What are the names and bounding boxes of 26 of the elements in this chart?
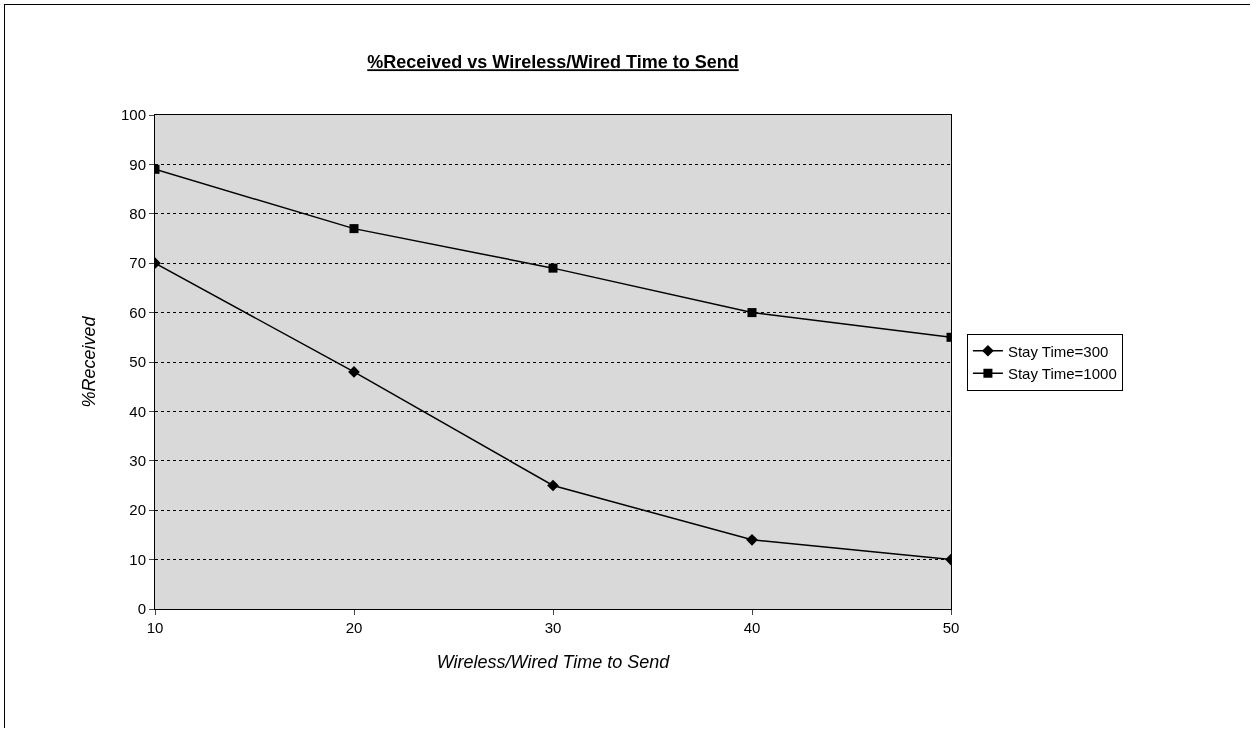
- y-tick-label: 10: [129, 550, 146, 568]
- y-tick-label: 60: [129, 303, 146, 321]
- y-axis-title: %Received: [79, 315, 100, 408]
- x-tick-label: 30: [544, 619, 562, 636]
- x-tick-label: 50: [942, 619, 960, 636]
- y-tick-label: 40: [129, 402, 146, 420]
- x-tick-label: 10: [146, 619, 164, 636]
- y-tick-label: 100: [120, 106, 146, 124]
- x-axis-title: Wireless/Wired Time to Send: [436, 652, 671, 673]
- y-tick-label: 80: [129, 205, 146, 223]
- y-tick-label: 20: [129, 501, 146, 519]
- legend-label: Stay Time=1000: [1007, 365, 1117, 383]
- y-tick-label: 70: [129, 254, 146, 272]
- point: [548, 263, 558, 273]
- chart-title: %Received vs Wireless/Wired Time to Send: [367, 52, 739, 73]
- legend-label: Stay Time=300: [1007, 342, 1109, 360]
- x-tick-label: 20: [345, 619, 363, 636]
- y-tick-label: 30: [129, 452, 146, 470]
- point: [747, 308, 757, 318]
- y-tick-label: 0: [137, 600, 146, 618]
- y-tick-label: 50: [129, 353, 146, 371]
- point: [746, 533, 758, 546]
- point: [349, 224, 359, 234]
- point: [547, 479, 559, 492]
- x-tick-label: 40: [743, 619, 761, 636]
- y-tick-label: 90: [129, 155, 146, 173]
